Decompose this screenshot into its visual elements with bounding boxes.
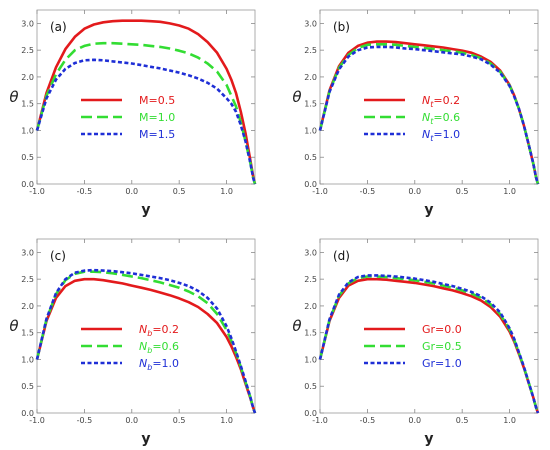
x-tick-label: -0.5 (77, 416, 93, 425)
y-tick-label: 0.5 (304, 153, 317, 162)
x-tick-label: 0.5 (173, 187, 186, 196)
x-tick-label: 1.0 (503, 416, 516, 425)
legend: Nb=0.2 Nb=0.6 Nb=1.0 (81, 323, 179, 372)
y-tick-label: 3.0 (304, 248, 317, 257)
legend-entry: Nb=1.0 (139, 357, 179, 372)
x-tick-label: 0.0 (125, 416, 138, 425)
panel-d: -1.0 -0.5 0.0 0.5 1.0 0.0 0.5 1.0 1.5 2.0 2.5 3.0 y θ… (292, 238, 540, 447)
panel-label: (b) (333, 20, 350, 34)
x-tick-label: 0.5 (173, 416, 186, 425)
y-tick-label: 1.0 (304, 355, 317, 364)
x-tick-label: -0.5 (77, 187, 93, 196)
series-line-2 (35, 270, 257, 414)
plot-frame (319, 9, 539, 185)
y-tick-label: 0.0 (21, 409, 34, 418)
series-line-2 (35, 41, 257, 185)
plot-frame (36, 9, 256, 185)
y-axis-label: θ (292, 88, 301, 106)
x-tick-label: -0.5 (360, 187, 376, 196)
legend-entry: Nb=0.6 (139, 340, 179, 355)
y-tick-label: 3.0 (21, 248, 34, 257)
y-tick-label: 2.0 (304, 73, 317, 82)
y-tick-label: 1.5 (304, 329, 317, 338)
legend-entry: Gr=0.0 (422, 323, 462, 336)
x-axis-label: y (424, 431, 433, 447)
y-tick-label: 2.5 (304, 46, 317, 55)
legend-entry: Nt=1.0 (422, 128, 460, 143)
x-tick-label: -1.0 (312, 416, 328, 425)
y-tick-label: 1.0 (304, 126, 317, 135)
y-axis-label: θ (9, 88, 18, 106)
panel-c: -1.0 -0.5 0.0 0.5 1.0 0.0 0.5 1.0 1.5 2.0 2.5 3.0 y θ… (9, 238, 257, 447)
x-tick-label: 0.5 (456, 416, 469, 425)
y-tick-label: 2.5 (304, 275, 317, 284)
legend-entry: M=0.5 (139, 94, 175, 107)
y-tick-label: 0.0 (21, 180, 34, 189)
legend: Nt=0.2 Nt=0.6 Nt=1.0 (364, 94, 460, 143)
x-axis-label: y (141, 431, 150, 447)
y-tick-label: 3.0 (304, 19, 317, 28)
panel-label: (d) (333, 249, 350, 263)
x-tick-label: 1.0 (503, 187, 516, 196)
y-tick-label: 0.5 (21, 382, 34, 391)
y-axis-label: θ (292, 317, 301, 335)
y-tick-label: 0.5 (21, 153, 34, 162)
y-tick-label: 2.0 (21, 302, 34, 311)
x-tick-label: -1.0 (312, 187, 328, 196)
series-line-1 (35, 19, 257, 185)
y-tick-label: 1.0 (21, 126, 34, 135)
legend-entry: M=1.0 (139, 111, 175, 124)
legend: Gr=0.0 Gr=0.5 Gr=1.0 (364, 323, 462, 370)
plot-frame (36, 238, 256, 414)
y-tick-label: 1.0 (21, 355, 34, 364)
y-tick-label: 0.0 (304, 180, 317, 189)
x-tick-label: -1.0 (29, 416, 45, 425)
legend: M=0.5 M=1.0 M=1.5 (81, 94, 175, 141)
y-tick-label: 0.0 (304, 409, 317, 418)
y-tick-label: 3.0 (21, 19, 34, 28)
y-tick-label: 2.5 (21, 46, 34, 55)
panel-label: (c) (50, 249, 66, 263)
series-line-3 (318, 274, 540, 414)
series-line-3 (35, 58, 257, 185)
panel-a: -1.0 -0.5 0.0 0.5 1.0 0.0 0.5 1.0 1.5 2.0 2.5 3.0 y θ… (9, 9, 257, 218)
y-tick-label: 1.5 (304, 100, 317, 109)
panel-b: -1.0 -0.5 0.0 0.5 1.0 0.0 0.5 1.0 1.5 2.0 2.5 3.0 y θ… (292, 9, 540, 218)
panel-label: (a) (50, 20, 67, 34)
x-tick-label: -1.0 (29, 187, 45, 196)
series-line-1 (35, 277, 257, 414)
legend-entry: Nt=0.6 (422, 111, 460, 126)
x-tick-label: 0.0 (125, 187, 138, 196)
plot-frame (319, 238, 539, 414)
y-tick-label: 1.5 (21, 329, 34, 338)
x-tick-label: -0.5 (360, 416, 376, 425)
y-axis-label: θ (9, 317, 18, 335)
x-tick-label: 1.0 (220, 416, 233, 425)
y-tick-label: 1.5 (21, 100, 34, 109)
legend-entry: Nb=0.2 (139, 323, 179, 338)
legend-entry: Gr=1.0 (422, 357, 462, 370)
y-tick-label: 0.5 (304, 382, 317, 391)
legend-entry: M=1.5 (139, 128, 175, 141)
y-tick-label: 2.0 (304, 302, 317, 311)
x-tick-label: 0.0 (408, 416, 421, 425)
legend-entry: Gr=0.5 (422, 340, 462, 353)
y-tick-label: 2.5 (21, 275, 34, 284)
series-line-3 (318, 45, 540, 185)
legend-entry: Nt=0.2 (422, 94, 460, 109)
x-tick-label: 1.0 (220, 187, 233, 196)
x-tick-label: 0.5 (456, 187, 469, 196)
x-axis-label: y (141, 202, 150, 218)
x-tick-label: 0.0 (408, 187, 421, 196)
x-axis-label: y (424, 202, 433, 218)
y-tick-label: 2.0 (21, 73, 34, 82)
